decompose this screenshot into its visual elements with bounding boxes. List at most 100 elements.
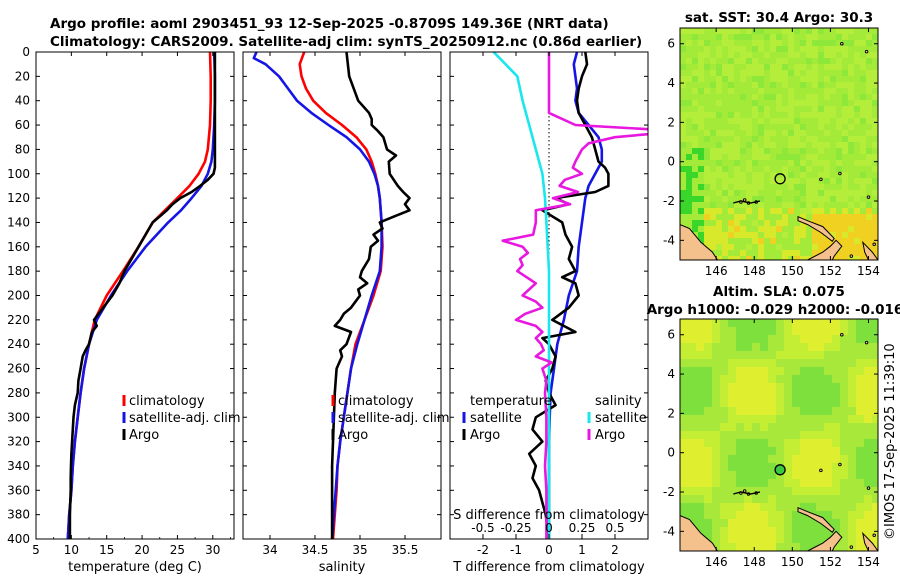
map-cell xyxy=(760,343,769,352)
land-polygon xyxy=(797,215,835,243)
map-cell xyxy=(824,28,831,35)
map-cell xyxy=(696,463,705,472)
map-cell xyxy=(770,70,777,77)
map-cell xyxy=(752,383,761,392)
map-cell xyxy=(734,232,741,239)
map-cell xyxy=(758,190,765,197)
map-cell xyxy=(836,88,843,95)
map-cell xyxy=(744,479,753,488)
map-cell xyxy=(860,58,867,65)
map-cell xyxy=(728,148,735,155)
map-cell xyxy=(854,40,861,47)
map-cell xyxy=(824,220,831,227)
map-cell xyxy=(800,52,807,59)
map-cell xyxy=(788,148,795,155)
map-cell xyxy=(722,40,729,47)
map-cell xyxy=(782,232,789,239)
argo-position-marker xyxy=(774,464,786,476)
map-cell xyxy=(866,160,873,167)
map-cell xyxy=(734,178,741,185)
map-cell xyxy=(812,208,819,215)
map-cell xyxy=(720,391,729,400)
map-cell xyxy=(848,184,855,191)
map-cell xyxy=(800,479,809,488)
map-cell xyxy=(848,256,855,260)
map-cell xyxy=(752,367,761,376)
map-cell xyxy=(740,46,747,53)
map-cell xyxy=(800,136,807,143)
map-cell xyxy=(866,238,873,245)
map-cell xyxy=(776,82,783,89)
map-cell xyxy=(836,238,843,245)
map-cell xyxy=(698,76,705,83)
map-cell xyxy=(722,88,729,95)
map-cell xyxy=(872,327,878,336)
map-cell xyxy=(688,447,697,456)
map-cell xyxy=(860,142,867,149)
map-cell xyxy=(842,100,849,107)
map-cell xyxy=(752,463,761,472)
map-cell xyxy=(860,100,867,107)
map-cell xyxy=(848,28,855,35)
map-cell xyxy=(842,244,849,251)
map-cell xyxy=(720,415,729,424)
map-cell xyxy=(856,319,865,328)
map-cell xyxy=(746,232,753,239)
map-cell xyxy=(824,178,831,185)
map-cell xyxy=(848,58,855,65)
map-cell xyxy=(728,172,735,179)
map-cell xyxy=(800,160,807,167)
map-cell xyxy=(794,76,801,83)
map-cell xyxy=(824,172,831,179)
map-cell xyxy=(864,343,873,352)
map-cell xyxy=(788,124,795,131)
map-cell xyxy=(792,367,801,376)
map-cell xyxy=(736,479,745,488)
map-cell xyxy=(818,220,825,227)
map-cell xyxy=(686,64,693,71)
map-cell xyxy=(722,250,729,257)
map-cell xyxy=(692,64,699,71)
map-cell xyxy=(856,415,865,424)
map-cell xyxy=(800,319,809,328)
map-cell xyxy=(728,244,735,251)
map-cell xyxy=(800,495,809,504)
map-cell xyxy=(848,130,855,137)
map-cell xyxy=(728,439,737,448)
map-cell xyxy=(824,142,831,149)
map-cell xyxy=(848,46,855,53)
map-cell xyxy=(716,136,723,143)
map-cell xyxy=(760,407,769,416)
map-cell xyxy=(860,232,867,239)
map-cell xyxy=(712,463,721,472)
map-cell xyxy=(720,407,729,416)
map-cell xyxy=(842,40,849,47)
map-cell xyxy=(746,190,753,197)
map-cell xyxy=(856,431,865,440)
depth-tick-label: 40 xyxy=(15,94,30,108)
map-cell xyxy=(866,178,873,185)
map-cell xyxy=(818,172,825,179)
map-cell xyxy=(680,184,687,191)
map-cell xyxy=(830,58,837,65)
map-cell xyxy=(698,112,705,119)
map-cell xyxy=(760,527,769,536)
map-cell xyxy=(836,214,843,221)
map-cell xyxy=(728,399,737,408)
map-cell xyxy=(752,166,759,173)
map-cell xyxy=(864,447,873,456)
map-cell xyxy=(812,82,819,89)
map-cell xyxy=(734,202,741,209)
map-cell xyxy=(794,238,801,245)
depth-tick-label: 120 xyxy=(7,191,30,205)
map-cell xyxy=(770,88,777,95)
map-cell xyxy=(744,495,753,504)
map-cell xyxy=(680,106,687,113)
map-cell xyxy=(872,519,878,528)
map-cell xyxy=(848,154,855,161)
map-cell xyxy=(698,88,705,95)
map-cell xyxy=(864,367,873,376)
map-cell xyxy=(692,202,699,209)
map-cell xyxy=(710,190,717,197)
map-cell xyxy=(854,34,861,41)
